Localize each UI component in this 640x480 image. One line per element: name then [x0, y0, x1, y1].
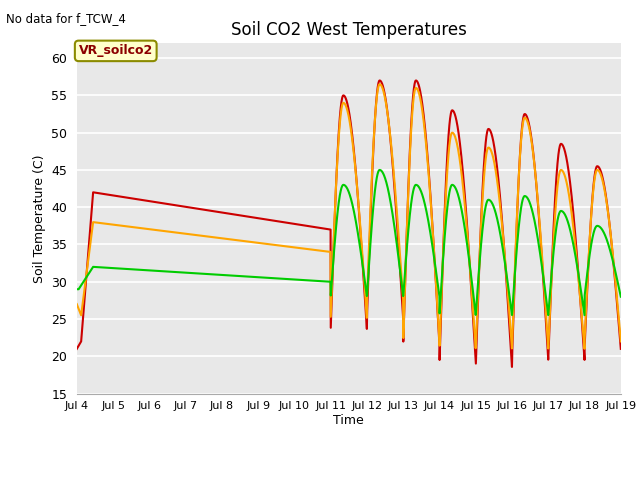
Legend: TCW_1, TCW_2, TCW_3: TCW_1, TCW_2, TCW_3 — [193, 474, 504, 480]
Text: No data for f_TCW_4: No data for f_TCW_4 — [6, 12, 126, 25]
Title: Soil CO2 West Temperatures: Soil CO2 West Temperatures — [231, 21, 467, 39]
Text: VR_soilco2: VR_soilco2 — [79, 44, 153, 58]
X-axis label: Time: Time — [333, 414, 364, 427]
Y-axis label: Soil Temperature (C): Soil Temperature (C) — [33, 154, 45, 283]
